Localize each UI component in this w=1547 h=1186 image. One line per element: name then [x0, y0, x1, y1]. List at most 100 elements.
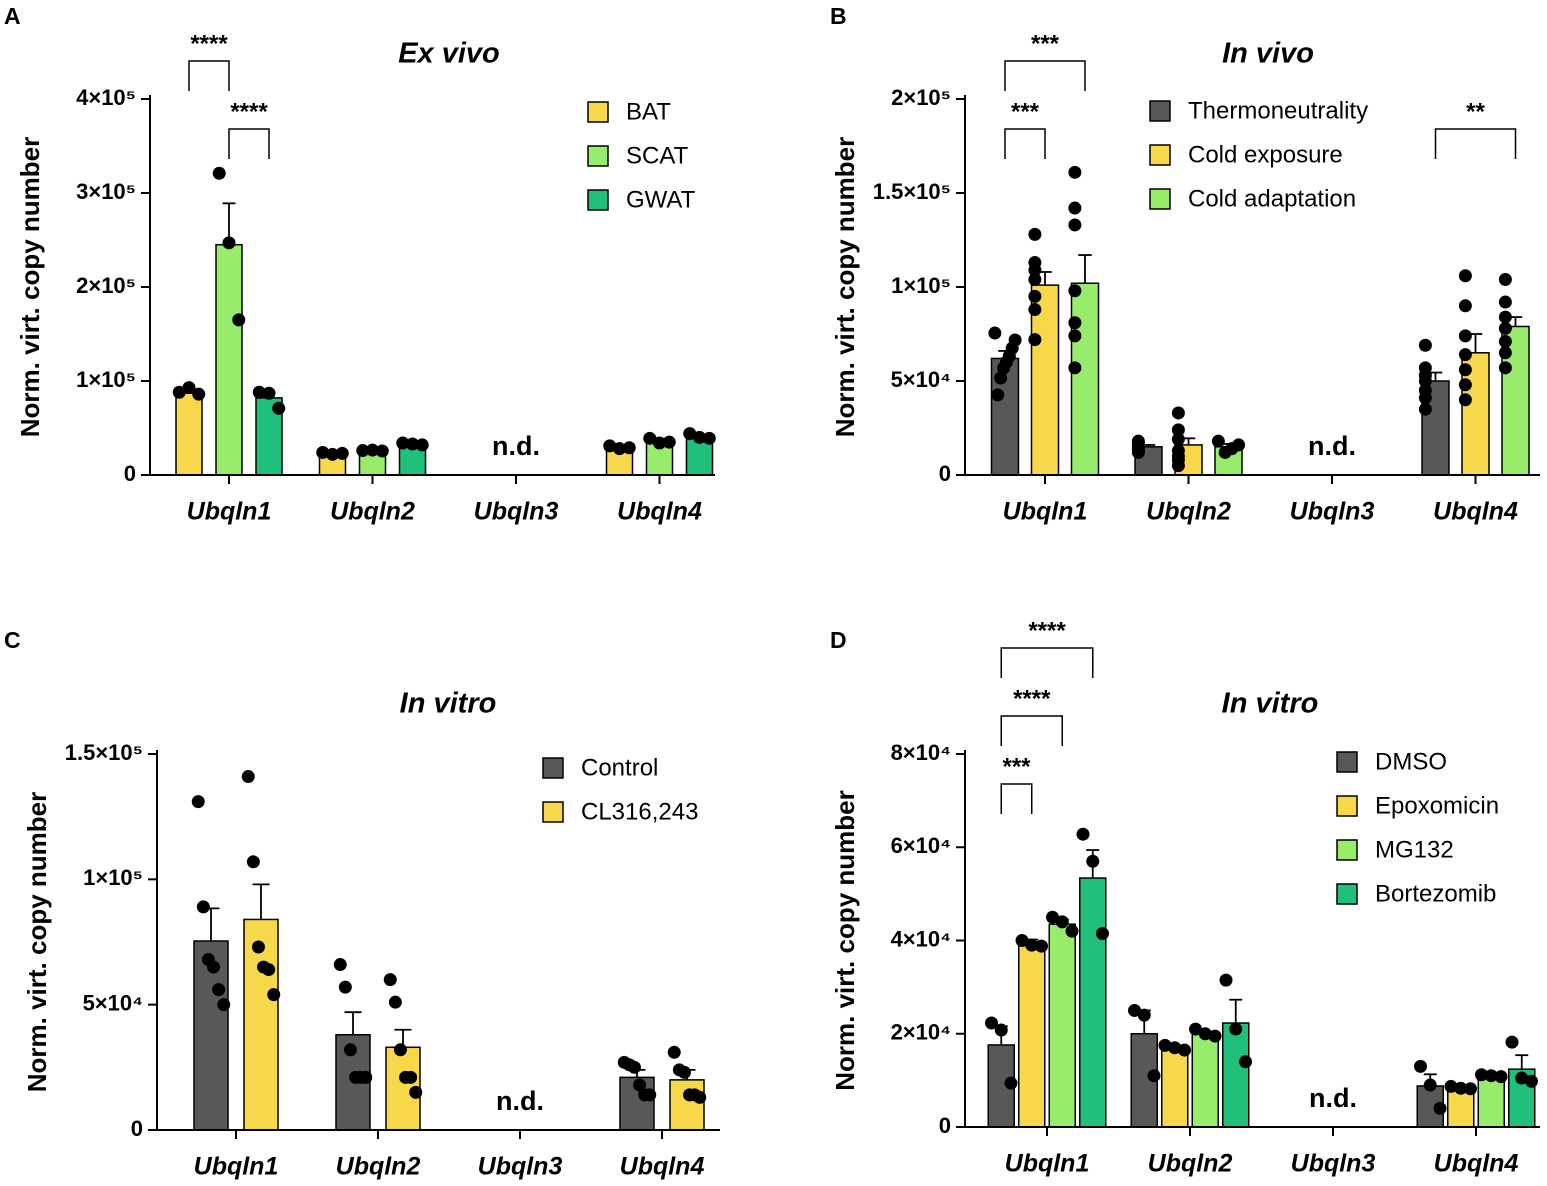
legend-label: BAT [626, 98, 671, 125]
error-bar [1515, 1054, 1529, 1070]
significance-bracket [188, 60, 230, 91]
data-point [988, 326, 1002, 340]
data-point [338, 980, 352, 994]
x-tick-label: Ubqln1 [187, 498, 272, 526]
legend-label: CL316,243 [581, 798, 698, 825]
data-point [1028, 289, 1042, 303]
data-point [207, 960, 221, 974]
nd-label: n.d. [496, 1086, 544, 1116]
data-point [1168, 1041, 1182, 1055]
significance-label: *** [1002, 753, 1031, 780]
y-tick-label: 4×10⁵ [76, 85, 136, 110]
panel-label: A [4, 3, 21, 29]
y-tick-label: 3×10⁵ [76, 179, 136, 204]
legend-label: Epoxomicin [1375, 792, 1499, 819]
y-tick-label: 0 [939, 461, 951, 486]
y-tick-label: 2×10⁵ [76, 273, 136, 298]
data-point [388, 995, 402, 1009]
y-axis-label: Norm. virt. copy number [22, 792, 52, 1093]
bar [1079, 877, 1107, 1128]
data-point [252, 385, 266, 399]
data-point [1418, 338, 1432, 352]
data-point [1189, 1022, 1202, 1036]
data-point [1239, 1055, 1252, 1069]
bar [1222, 1022, 1250, 1128]
data-point [1171, 423, 1185, 437]
data-point [994, 1023, 1008, 1037]
data-point [192, 387, 206, 401]
bar [669, 1079, 705, 1131]
x-tick-label: Ubqln1 [194, 1153, 279, 1181]
data-point [1458, 299, 1472, 313]
data-point [1171, 406, 1185, 420]
data-point [1418, 402, 1432, 416]
data-point [1525, 1074, 1538, 1088]
data-point [393, 1043, 407, 1057]
x-tick-label: Ubqln3 [1291, 1150, 1376, 1178]
data-point [1076, 827, 1090, 841]
y-axis-label: Norm. virt. copy number [15, 137, 45, 438]
data-point [415, 438, 429, 452]
data-point [246, 855, 260, 869]
data-point [693, 430, 706, 444]
x-tick-label: Ubqln3 [478, 1153, 563, 1181]
bar [1161, 1046, 1189, 1128]
legend-label: Bortezomib [1375, 880, 1496, 907]
error-bar [202, 907, 220, 941]
data-point [603, 439, 617, 453]
significance-bracket [228, 128, 270, 159]
data-point [267, 988, 281, 1002]
data-point [1015, 934, 1029, 947]
data-point [406, 437, 419, 451]
y-tick-label: 0 [124, 461, 136, 486]
data-point [1444, 1079, 1458, 1093]
x-tick-label: Ubqln2 [1146, 498, 1231, 526]
data-point [1414, 1059, 1427, 1073]
data-point [1454, 1081, 1468, 1095]
data-point [182, 381, 196, 395]
x-tick-label: Ubqln3 [1290, 498, 1375, 526]
data-point [1028, 263, 1042, 277]
legend-label: MG132 [1375, 836, 1454, 863]
data-point [1464, 1082, 1477, 1096]
data-point [172, 385, 186, 399]
data-point [997, 361, 1011, 375]
error-bar [1078, 254, 1092, 284]
data-point [1158, 1038, 1172, 1052]
legend-swatch [1336, 751, 1358, 773]
legend-swatch [1149, 100, 1171, 122]
data-point [1219, 973, 1233, 987]
data-point [366, 443, 379, 457]
significance-label: **** [230, 98, 268, 125]
error-bar [252, 883, 270, 920]
data-point [1211, 434, 1225, 448]
x-tick-label: Ubqln2 [1148, 1150, 1233, 1178]
error-bar [344, 1011, 362, 1035]
legend-swatch [1149, 188, 1171, 210]
data-point [1028, 227, 1042, 241]
data-point [316, 445, 330, 459]
data-point [251, 940, 265, 954]
y-tick-label: 2×10⁵ [891, 85, 951, 110]
legend-label: Control [581, 754, 658, 781]
data-point [991, 388, 1005, 402]
data-point [643, 431, 657, 445]
data-point [1028, 303, 1042, 317]
data-point [1498, 272, 1512, 286]
data-point [262, 963, 276, 977]
significance-label: ** [1466, 98, 1485, 125]
data-point [1004, 1076, 1018, 1090]
data-point [1137, 1008, 1151, 1022]
data-point [212, 166, 226, 180]
chart-title: Ex vivo [398, 38, 500, 70]
legend-swatch [1149, 144, 1171, 166]
x-tick-label: Ubqln4 [1434, 1150, 1519, 1178]
data-point [1096, 927, 1109, 941]
y-tick-label: 4×10⁴ [891, 926, 951, 951]
data-point [1068, 361, 1082, 375]
data-point [1498, 321, 1512, 335]
x-tick-label: Ubqln1 [1005, 1150, 1090, 1178]
y-tick-label: 8×10⁴ [891, 740, 951, 765]
y-tick-label: 0 [939, 1113, 951, 1138]
significance-bracket [1004, 60, 1086, 91]
